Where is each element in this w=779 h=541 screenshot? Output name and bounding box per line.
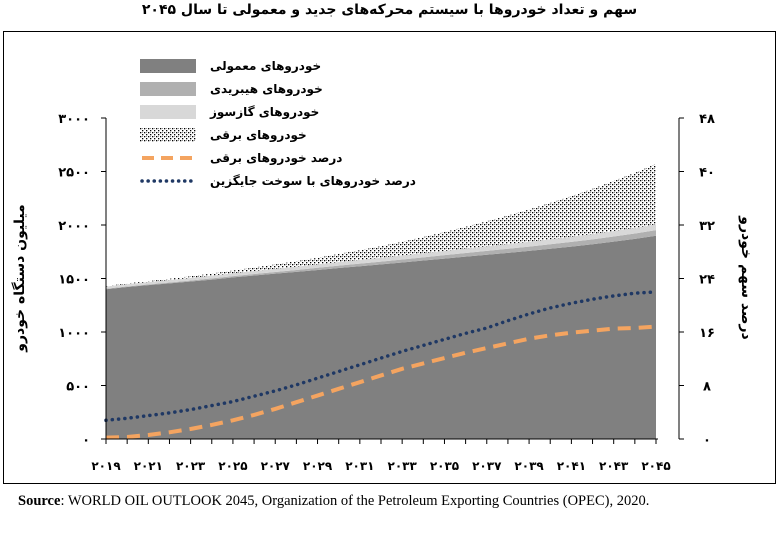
y-tick-label: ۳۰۰۰	[58, 112, 90, 127]
legend-item-alt-share: درصد خودروهای با سوخت جایگزین	[140, 169, 440, 192]
chart-title: سهم و تعداد خودروها با سیستم محرکه‌های ج…	[141, 2, 638, 18]
x-tick-label: ۲۰۲۹	[303, 459, 333, 473]
x-tick-label: ۲۰۴۵	[641, 459, 670, 473]
y2-tick-label: ۰	[703, 433, 711, 448]
axes-layer: ۰ ۵۰۰ ۱۰۰۰ ۱۵۰۰ ۲۰۰۰ ۲۵۰۰ ۳۰۰۰ ۰ ۸ ۱۶ ۲۴ ۳۲ ۴۰ ۴۸ ۲۰۱۹…	[11, 112, 754, 473]
x-tick-label: ۲۰۳۵	[430, 459, 459, 473]
legend-item-hybrid: خودروهای هیبریدی	[140, 77, 440, 100]
legend-label-conventional: خودروهای معمولی	[210, 58, 322, 73]
area-layer	[106, 163, 656, 439]
source-label: Source	[18, 493, 61, 509]
area-electric	[106, 163, 656, 287]
y-tick-label: ۵۰۰	[66, 380, 90, 395]
y-tick-label: ۰	[82, 433, 90, 448]
x-tick-label: ۲۰۳۱	[345, 459, 374, 473]
legend-label-ev-share: درصد خودروهای برقی	[210, 150, 343, 165]
area-hybrid	[106, 230, 656, 290]
x-tick-label: ۲۰۲۷	[261, 459, 291, 473]
y-tick-label: ۱۵۰۰	[58, 273, 90, 288]
line-ev-share	[105, 324, 657, 440]
legend-label-alt-share: درصد خودروهای با سوخت جایگزین	[210, 173, 416, 188]
legend-swatch-ev-share	[142, 155, 194, 160]
y2-tick-label: ۴۸	[699, 112, 715, 127]
area-gas	[106, 224, 656, 289]
legend-label-electric: خودروهای برقی	[210, 127, 307, 142]
legend-item-ev-share: درصد خودروهای برقی	[140, 146, 440, 169]
y2-tick-label: ۸	[703, 380, 711, 395]
x-tick-label: ۲۰۴۱	[557, 459, 586, 473]
x-tick-label: ۲۰۳۳	[388, 459, 418, 473]
y2-tick-label: ۳۲	[699, 219, 715, 234]
chart-frame	[3, 31, 776, 484]
y2-tick-label: ۴۰	[699, 166, 715, 181]
y-axis-title: میلیون دستگاه خودرو	[11, 204, 28, 352]
y2-tick-label: ۱۶	[699, 326, 715, 341]
legend-label-gas: خودروهای گازسوز	[210, 104, 320, 119]
source-text: : WORLD OIL OUTLOOK 2045, Organization o…	[60, 493, 650, 509]
legend-item-electric: خودروهای برقی	[140, 123, 440, 146]
line-layer	[104, 290, 658, 440]
source-note: Source: WORLD OIL OUTLOOK 2045, Organiza…	[18, 492, 774, 511]
x-tick-label: ۲۰۱۹	[91, 459, 121, 473]
x-tick-label: ۲۰۲۳	[176, 459, 206, 473]
line-alt-share	[104, 290, 658, 423]
x-tick-label: ۲۰۳۷	[472, 459, 502, 473]
x-tick-label: ۲۰۲۵	[218, 459, 247, 473]
legend-swatch-conventional	[140, 58, 196, 73]
legend-swatch-electric	[140, 127, 196, 142]
x-tick-label: ۲۰۳۹	[514, 459, 544, 473]
y-tick-label: ۱۰۰۰	[58, 326, 90, 341]
legend-item-gas: خودروهای گازسوز	[140, 100, 440, 123]
x-tick-label: ۲۰۲۱	[134, 459, 163, 473]
legend-label-hybrid: خودروهای هیبریدی	[210, 81, 323, 96]
legend-swatch-hybrid	[140, 81, 196, 96]
legend-swatch-alt-share	[140, 178, 196, 183]
y2-tick-label: ۲۴	[699, 273, 715, 288]
y-tick-label: ۲۵۰۰	[58, 166, 90, 181]
x-tick-label: ۲۰۴۳	[599, 459, 629, 473]
y-tick-label: ۲۰۰۰	[58, 219, 90, 234]
legend-swatch-gas	[140, 104, 196, 119]
legend: خودروهای معمولی خودروهای هیبریدی خودروها…	[140, 54, 440, 192]
legend-item-conventional: خودروهای معمولی	[140, 54, 440, 77]
area-conventional	[106, 235, 656, 439]
y2-axis-title: درصد سهم خودرو	[738, 215, 754, 339]
